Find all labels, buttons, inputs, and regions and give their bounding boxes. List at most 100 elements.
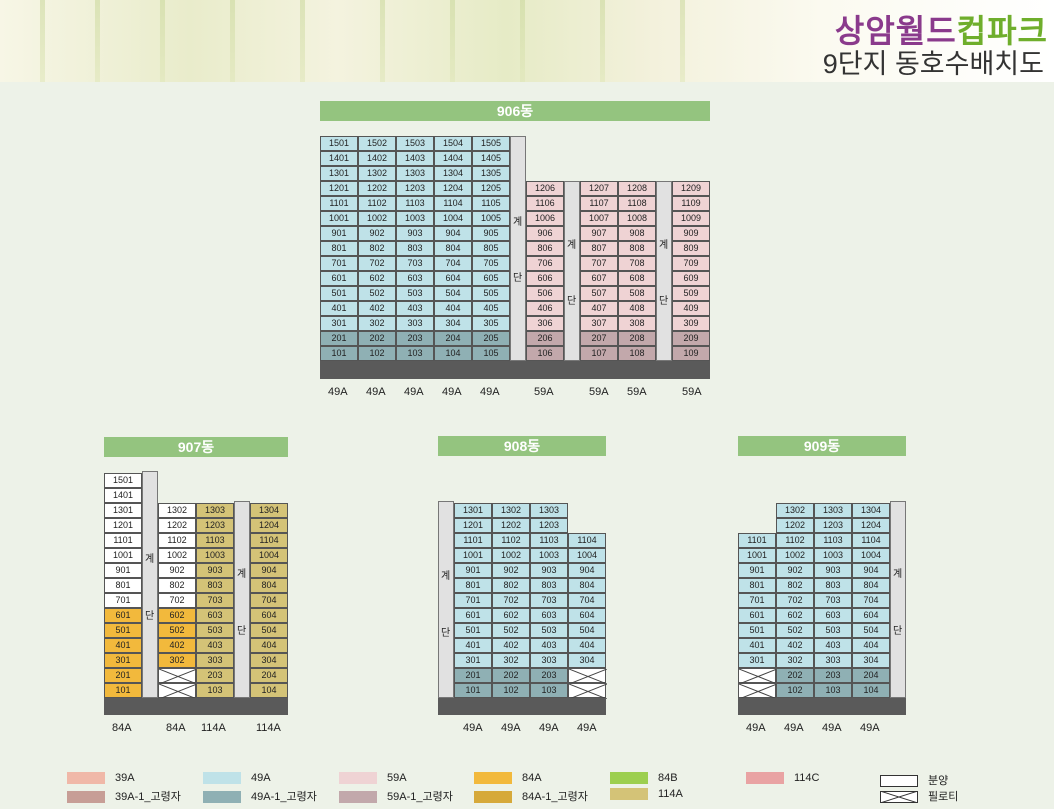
- stair-label: 계: [893, 569, 903, 580]
- unit-cell: 603: [396, 271, 434, 286]
- unit-cell: 403: [530, 638, 568, 653]
- unit-cell: 402: [776, 638, 814, 653]
- legend-item: 59A: [339, 772, 407, 785]
- unit-cell: 702: [492, 593, 530, 608]
- unit-cell: 401: [454, 638, 492, 653]
- unit-cell: 707: [580, 256, 618, 271]
- unit-cell: 1303: [196, 503, 234, 518]
- unit-cell: 107: [580, 346, 618, 361]
- unit-cell: 401: [738, 638, 776, 653]
- unit-cell: 1303: [396, 166, 434, 181]
- unit-cell: 1303: [814, 503, 852, 518]
- unit-cell: 206: [526, 331, 564, 346]
- unit-cell: 1501: [320, 136, 358, 151]
- unit-cell: 605: [472, 271, 510, 286]
- unit-cell: 801: [104, 578, 142, 593]
- unit-cell: 901: [320, 226, 358, 241]
- unit-cell: 303: [396, 316, 434, 331]
- legend-swatch-piloti: [880, 791, 918, 804]
- unit-cell: 503: [814, 623, 852, 638]
- unit-cell: 304: [852, 653, 890, 668]
- unit-cell: 103: [396, 346, 434, 361]
- unit-type-label: 59A: [627, 386, 647, 398]
- unit-cell: 1203: [396, 181, 434, 196]
- unit-cell: 101: [454, 683, 492, 698]
- unit-cell: 506: [526, 286, 564, 301]
- unit-cell: 602: [776, 608, 814, 623]
- unit-cell: 1301: [104, 503, 142, 518]
- unit-cell: 907: [580, 226, 618, 241]
- unit-cell: 1102: [158, 533, 196, 548]
- unit-cell: 104: [434, 346, 472, 361]
- legend-swatch: [474, 791, 512, 804]
- unit-cell: 1008: [618, 211, 656, 226]
- unit-cell: 1105: [472, 196, 510, 211]
- unit-cell: 903: [196, 563, 234, 578]
- unit-cell: 1101: [104, 533, 142, 548]
- building-907-label: 907동: [104, 437, 288, 457]
- unit-type-label: 49A: [328, 386, 348, 398]
- unit-cell: 303: [814, 653, 852, 668]
- unit-cell: 903: [814, 563, 852, 578]
- unit-cell: 1108: [618, 196, 656, 211]
- unit-cell: 703: [396, 256, 434, 271]
- stair-label: 단: [893, 626, 903, 637]
- unit-cell: 1001: [738, 548, 776, 563]
- unit-cell: 1202: [776, 518, 814, 533]
- unit-cell: 106: [526, 346, 564, 361]
- unit-cell: 804: [852, 578, 890, 593]
- unit-cell: 1109: [672, 196, 710, 211]
- unit-cell: 1503: [396, 136, 434, 151]
- unit-cell: 1209: [672, 181, 710, 196]
- unit-cell: 804: [568, 578, 606, 593]
- unit-cell: 806: [526, 241, 564, 256]
- unit-cell: 602: [158, 608, 196, 623]
- legend-item: 84B: [610, 772, 678, 785]
- unit-cell: 208: [618, 331, 656, 346]
- unit-cell: 903: [396, 226, 434, 241]
- unit-cell: 407: [580, 301, 618, 316]
- unit-cell: 609: [672, 271, 710, 286]
- unit-cell: 1103: [196, 533, 234, 548]
- unit-cell: 1101: [320, 196, 358, 211]
- legend-swatch: [610, 788, 648, 801]
- unit-cell: 101: [104, 683, 142, 698]
- unit-cell: 709: [672, 256, 710, 271]
- unit-cell: 306: [526, 316, 564, 331]
- unit-cell: 804: [434, 241, 472, 256]
- unit-cell: 503: [530, 623, 568, 638]
- building-906-label: 906동: [320, 101, 710, 121]
- unit-cell: 807: [580, 241, 618, 256]
- piloti-cell: [158, 683, 197, 699]
- unit-cell: 403: [196, 638, 234, 653]
- unit-cell: 203: [396, 331, 434, 346]
- unit-cell: 803: [396, 241, 434, 256]
- header-banner: 상암월드컵파크 9단지 동호수배치도: [0, 0, 1054, 82]
- legend-swatch: [203, 791, 241, 804]
- unit-cell: 1004: [852, 548, 890, 563]
- unit-cell: 1104: [250, 533, 288, 548]
- unit-cell: 704: [250, 593, 288, 608]
- unit-cell: 1303: [530, 503, 568, 518]
- unit-cell: 502: [492, 623, 530, 638]
- stair-block: [656, 181, 672, 361]
- unit-cell: 204: [434, 331, 472, 346]
- unit-cell: 305: [472, 316, 510, 331]
- unit-type-label: 49A: [463, 722, 483, 734]
- unit-cell: 104: [852, 683, 890, 698]
- unit-cell: 501: [738, 623, 776, 638]
- page-subtitle: 9단지 동호수배치도: [822, 49, 1044, 79]
- unit-cell: 602: [358, 271, 396, 286]
- unit-cell: 701: [454, 593, 492, 608]
- unit-cell: 1402: [358, 151, 396, 166]
- unit-type-label: 49A: [404, 386, 424, 398]
- unit-cell: 403: [396, 301, 434, 316]
- unit-cell: 403: [814, 638, 852, 653]
- unit-cell: 1401: [320, 151, 358, 166]
- legend-label: 114C: [794, 772, 820, 784]
- unit-type-label: 49A: [860, 722, 880, 734]
- piloti-cell: [568, 683, 607, 699]
- unit-cell: 1002: [776, 548, 814, 563]
- unit-cell: 1103: [396, 196, 434, 211]
- unit-cell: 1009: [672, 211, 710, 226]
